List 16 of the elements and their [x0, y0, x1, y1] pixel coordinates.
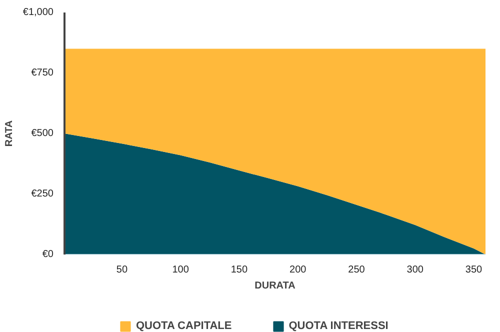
y-tick-label: €250 [31, 188, 54, 200]
x-tick-label: 250 [348, 264, 366, 276]
legend-label: QUOTA INTERESSI [288, 320, 388, 332]
x-tick-label: 50 [116, 264, 128, 276]
y-tick-label: €1,000 [22, 7, 54, 18]
y-axis-title: RATA [4, 120, 15, 147]
legend-label: QUOTA CAPITALE [136, 320, 232, 332]
y-tick-label: €0 [42, 249, 54, 260]
x-axis-title: DURATA [254, 280, 296, 292]
y-tick-label: €500 [31, 128, 54, 139]
x-tick-label: 200 [290, 264, 307, 276]
x-tick-label: 300 [406, 264, 424, 276]
x-tick-label: 150 [230, 264, 248, 276]
x-tick-label: 100 [172, 264, 190, 276]
x-tick-label: 350 [465, 264, 483, 276]
y-tick-label: €750 [31, 68, 54, 78]
